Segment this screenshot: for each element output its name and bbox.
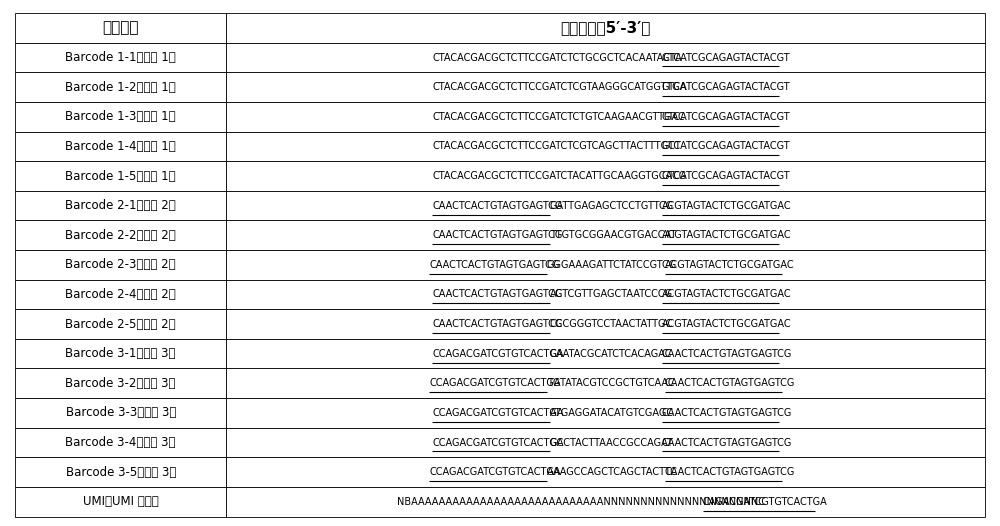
Text: CCAGACGATCGTGTCACTGA: CCAGACGATCGTGTCACTGA xyxy=(432,438,564,448)
Text: Barcode 2-3（引物 2）: Barcode 2-3（引物 2） xyxy=(65,258,176,271)
Text: GATTGAGAGCTCCTGTTCG: GATTGAGAGCTCCTGTTCG xyxy=(550,200,674,210)
Text: Barcode 3-4（引物 3）: Barcode 3-4（引物 3） xyxy=(65,436,176,449)
Text: Barcode 1-5（引物 1）: Barcode 1-5（引物 1） xyxy=(65,169,176,183)
Bar xyxy=(226,369,985,398)
Bar xyxy=(15,43,226,73)
Text: CTACACGACGCTCTTCCGATCTCGTAAGGGCATGGTTGA: CTACACGACGCTCTTCCGATCTCGTAAGGGCATGGTTGA xyxy=(432,82,686,92)
Bar xyxy=(226,13,985,43)
Text: TTGTGCGGAACGTGACCAT: TTGTGCGGAACGTGACCAT xyxy=(550,230,676,240)
Bar xyxy=(15,398,226,428)
Text: CAACTCACTGTAGTGAGTCG: CAACTCACTGTAGTGAGTCG xyxy=(662,408,792,418)
Bar xyxy=(226,280,985,309)
Bar xyxy=(226,132,985,161)
Bar xyxy=(15,309,226,339)
Text: CCAGACGATCGTGTCACTGA: CCAGACGATCGTGTCACTGA xyxy=(429,378,561,388)
Text: Barcode 3-3（引物 3）: Barcode 3-3（引物 3） xyxy=(66,407,176,419)
Text: CCAGACGATCGTGTCACTGA: CCAGACGATCGTGTCACTGA xyxy=(432,408,564,418)
Text: Barcode 1-2（引物 1）: Barcode 1-2（引物 1） xyxy=(65,80,176,94)
Bar xyxy=(15,369,226,398)
Bar xyxy=(15,220,226,250)
Text: CAACTCACTGTAGTGAGTCG: CAACTCACTGTAGTGAGTCG xyxy=(662,438,792,448)
Bar xyxy=(226,161,985,191)
Text: CTACACGACGCTCTTCCGATCTCTGTCAAGAACGTTGAC: CTACACGACGCTCTTCCGATCTCTGTCAAGAACGTTGAC xyxy=(432,112,685,122)
Text: Barcode 2-2（引物 2）: Barcode 2-2（引物 2） xyxy=(65,229,176,242)
Bar xyxy=(15,102,226,132)
Text: ACGTAGTACTCTGCGATGAC: ACGTAGTACTCTGCGATGAC xyxy=(662,230,791,240)
Text: CTACACGACGCTCTTCCGATCTACATTGCAAGGTGCACG: CTACACGACGCTCTTCCGATCTACATTGCAAGGTGCACG xyxy=(432,171,686,181)
Text: Barcode 1-4（引物 1）: Barcode 1-4（引物 1） xyxy=(65,140,176,153)
Bar xyxy=(226,487,985,517)
Bar xyxy=(226,73,985,102)
Text: CAATACGCATCTCACAGAC: CAATACGCATCTCACAGAC xyxy=(550,349,672,359)
Text: ATGAGGATACATGTCGAGC: ATGAGGATACATGTCGAGC xyxy=(550,408,674,418)
Text: AAAGCCAGCTCAGCTACTTC: AAAGCCAGCTCAGCTACTTC xyxy=(547,467,678,477)
Bar xyxy=(15,280,226,309)
Text: GCCTACTTAACCGCCAGAT: GCCTACTTAACCGCCAGAT xyxy=(550,438,674,448)
Bar xyxy=(226,457,985,487)
Text: Barcode 3-1（引物 3）: Barcode 3-1（引物 3） xyxy=(65,347,176,360)
Text: Barcode 3-2（引物 3）: Barcode 3-2（引物 3） xyxy=(65,377,176,390)
Bar xyxy=(15,73,226,102)
Bar xyxy=(15,428,226,457)
Text: ACGTAGTACTCTGCGATGAC: ACGTAGTACTCTGCGATGAC xyxy=(662,289,791,299)
Text: Barcode 2-5（引物 2）: Barcode 2-5（引物 2） xyxy=(65,318,176,330)
Bar xyxy=(226,428,985,457)
Bar xyxy=(226,250,985,280)
Text: GTCATCGCAGAGTACTACGT: GTCATCGCAGAGTACTACGT xyxy=(662,141,790,151)
Text: CAACTCACTGTAGTGAGTCG: CAACTCACTGTAGTGAGTCG xyxy=(665,378,795,388)
Text: CAACTCACTGTAGTGAGTCG: CAACTCACTGTAGTGAGTCG xyxy=(432,289,563,299)
Text: GTCATCGCAGAGTACTACGT: GTCATCGCAGAGTACTACGT xyxy=(662,171,790,181)
Text: CAACTCACTGTAGTGAGTCG: CAACTCACTGTAGTGAGTCG xyxy=(429,260,560,270)
Text: CCAGACGATCGTGTCACTGA: CCAGACGATCGTGTCACTGA xyxy=(432,349,564,359)
Text: CAACTCACTGTAGTGAGTCG: CAACTCACTGTAGTGAGTCG xyxy=(432,230,563,240)
Text: 序列名称: 序列名称 xyxy=(102,21,139,35)
Bar xyxy=(15,339,226,369)
Bar xyxy=(15,191,226,220)
Text: CAACTCACTGTAGTGAGTCG: CAACTCACTGTAGTGAGTCG xyxy=(662,349,792,359)
Text: Barcode 2-4（引物 2）: Barcode 2-4（引物 2） xyxy=(65,288,176,301)
Text: CAGACGATCGTGTCACTGA: CAGACGATCGTGTCACTGA xyxy=(703,497,828,507)
Bar xyxy=(226,43,985,73)
Bar xyxy=(15,250,226,280)
Text: ACGTAGTACTCTGCGATGAC: ACGTAGTACTCTGCGATGAC xyxy=(665,260,794,270)
Text: 碱基序列（5′-3′）: 碱基序列（5′-3′） xyxy=(561,21,651,35)
Text: GTCATCGCAGAGTACTACGT: GTCATCGCAGAGTACTACGT xyxy=(662,53,790,63)
Text: GTCATCGCAGAGTACTACGT: GTCATCGCAGAGTACTACGT xyxy=(662,112,790,122)
Bar xyxy=(226,398,985,428)
Bar xyxy=(226,309,985,339)
Text: CAACTCACTGTAGTGAGTCG: CAACTCACTGTAGTGAGTCG xyxy=(665,467,795,477)
Bar xyxy=(15,457,226,487)
Text: CAACTCACTGTAGTGAGTCG: CAACTCACTGTAGTGAGTCG xyxy=(432,319,563,329)
Text: CCAGACGATCGTGTCACTGA: CCAGACGATCGTGTCACTGA xyxy=(429,467,561,477)
Text: ACTCGTTGAGCTAATCCCG: ACTCGTTGAGCTAATCCCG xyxy=(550,289,673,299)
Text: GGGAAAGATTCTATCCGTCG: GGGAAAGATTCTATCCGTCG xyxy=(547,260,677,270)
Bar xyxy=(15,132,226,161)
Bar xyxy=(226,220,985,250)
Bar xyxy=(15,487,226,517)
Text: Barcode 1-3（引物 1）: Barcode 1-3（引物 1） xyxy=(65,110,176,123)
Text: Barcode 1-1（引物 1）: Barcode 1-1（引物 1） xyxy=(65,51,176,64)
Text: CCCGGGTCCTAACTATTGC: CCCGGGTCCTAACTATTGC xyxy=(550,319,673,329)
Text: ACGTAGTACTCTGCGATGAC: ACGTAGTACTCTGCGATGAC xyxy=(662,200,791,210)
Text: CTACACGACGCTCTTCCGATCTCTGCGCTCACAATACTA: CTACACGACGCTCTTCCGATCTCTGCGCTCACAATACTA xyxy=(432,53,682,63)
Text: ACGTAGTACTCTGCGATGAC: ACGTAGTACTCTGCGATGAC xyxy=(662,319,791,329)
Bar xyxy=(226,191,985,220)
Bar xyxy=(15,161,226,191)
Text: CAACTCACTGTAGTGAGTCG: CAACTCACTGTAGTGAGTCG xyxy=(432,200,563,210)
Text: UMI（UMI 引物）: UMI（UMI 引物） xyxy=(83,495,159,508)
Bar xyxy=(226,339,985,369)
Text: Barcode 2-1（引物 2）: Barcode 2-1（引物 2） xyxy=(65,199,176,212)
Bar xyxy=(15,13,226,43)
Text: CTACACGACGCTCTTCCGATCTCGTCAGCTTACTTTGCT: CTACACGACGCTCTTCCGATCTCGTCAGCTTACTTTGCT xyxy=(432,141,681,151)
Text: GTCATCGCAGAGTACTACGT: GTCATCGCAGAGTACTACGT xyxy=(662,82,790,92)
Text: NBAAAAAAAAAAAAAAAAAAAAAAAAAAAANNNNNNNNNNNNNNNNNNNNNC: NBAAAAAAAAAAAAAAAAAAAAAAAAAAAANNNNNNNNNN… xyxy=(397,497,765,507)
Text: TGTATACGTCCGCTGTCAAC: TGTATACGTCCGCTGTCAAC xyxy=(547,378,675,388)
Bar xyxy=(226,102,985,132)
Text: Barcode 3-5（引物 3）: Barcode 3-5（引物 3） xyxy=(66,466,176,479)
